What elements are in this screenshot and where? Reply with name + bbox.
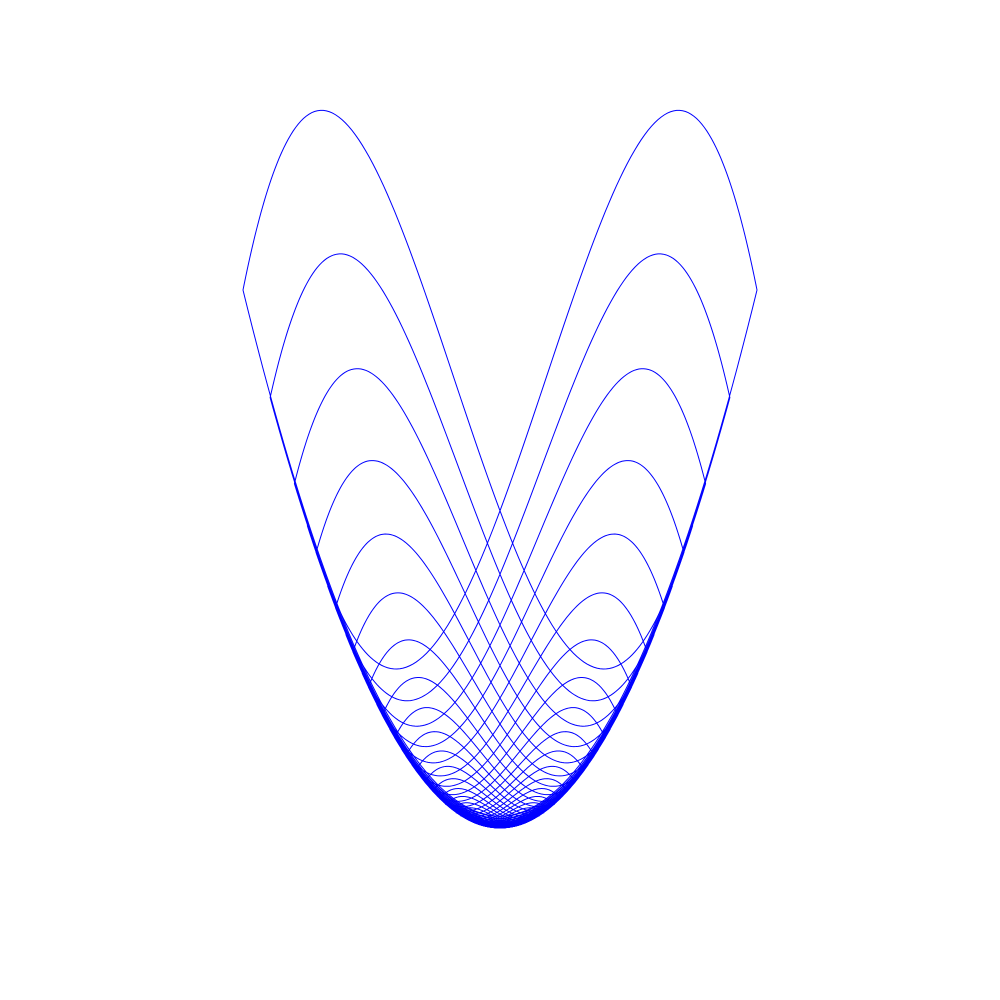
curve: [242, 109, 694, 817]
curve: [269, 253, 673, 820]
curve: [345, 368, 707, 821]
curve: [376, 533, 666, 824]
curve: [293, 368, 655, 821]
curve: [474, 820, 519, 829]
curve: [334, 533, 624, 824]
curve: [361, 460, 685, 823]
curve: [306, 109, 758, 817]
curve: [315, 460, 639, 823]
curve: [327, 253, 731, 820]
